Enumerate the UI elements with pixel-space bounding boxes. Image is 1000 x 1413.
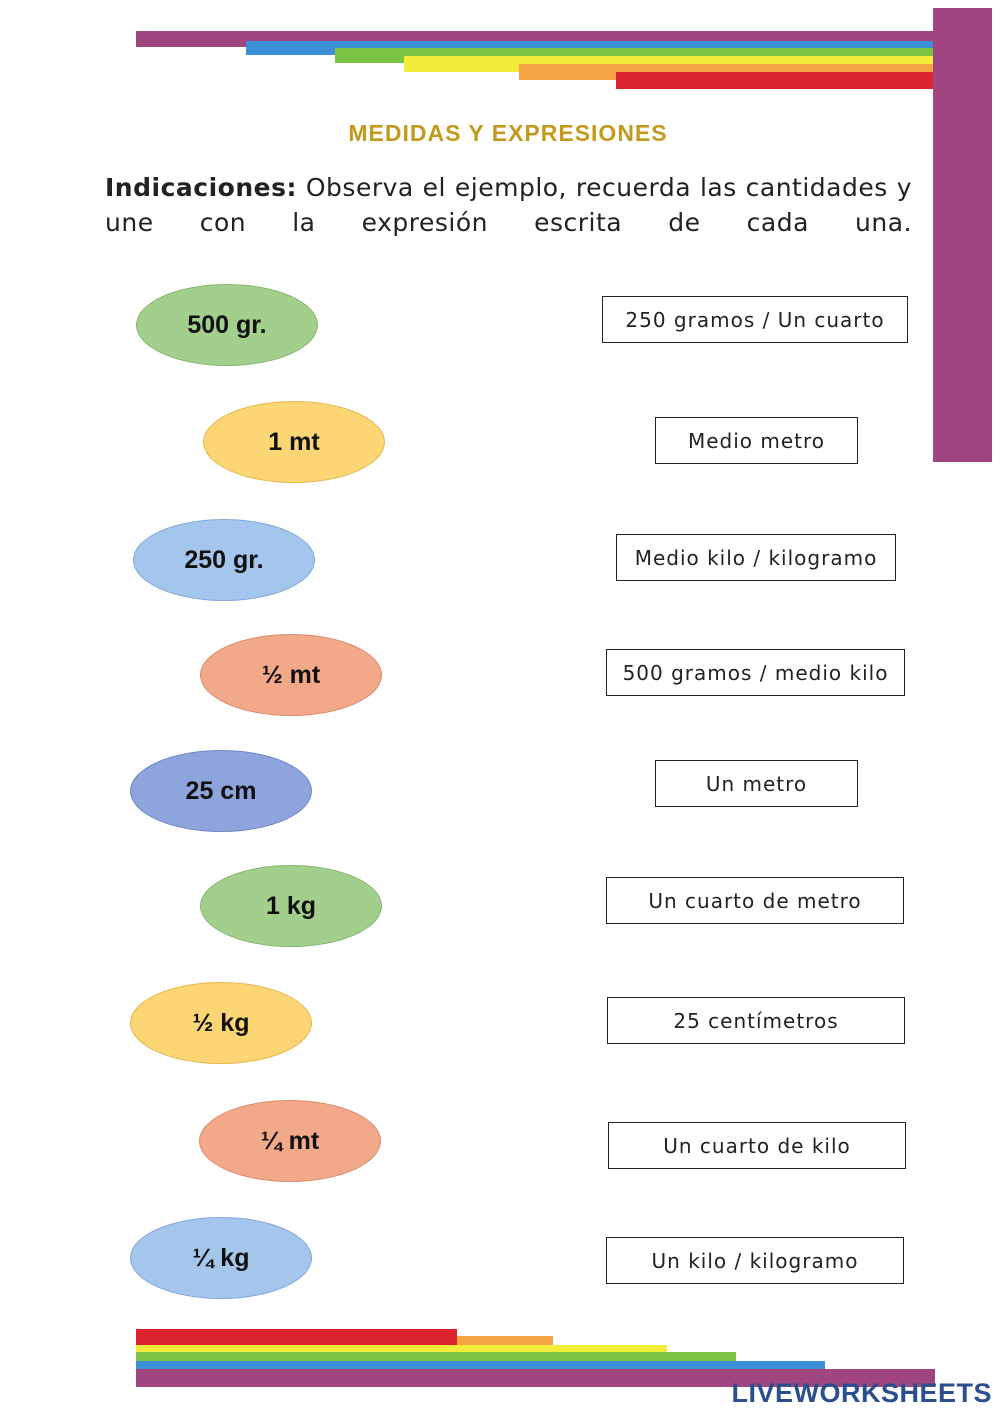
- stripe: [136, 1369, 935, 1387]
- instructions-label: Indicaciones:: [105, 173, 297, 202]
- quantity-oval[interactable]: ½ kg: [130, 982, 312, 1064]
- quantity-oval[interactable]: 1 mt: [203, 401, 385, 483]
- expression-box[interactable]: 250 gramos / Un cuarto: [602, 296, 908, 343]
- brand: LIVEWORKSHEETS: [731, 1378, 992, 1408]
- quantity-oval[interactable]: ¼ kg: [130, 1217, 312, 1299]
- stripe: [616, 72, 933, 89]
- instructions-text: Observa el ejemplo, recuerda las cantida…: [105, 173, 912, 237]
- quantity-oval[interactable]: 250 gr.: [133, 519, 315, 601]
- expression-box[interactable]: 25 centímetros: [607, 997, 905, 1044]
- quantity-oval[interactable]: 25 cm: [130, 750, 312, 832]
- quantity-oval[interactable]: 500 gr.: [136, 284, 318, 366]
- expression-box[interactable]: Un cuarto de metro: [606, 877, 904, 924]
- stripe: [933, 8, 992, 462]
- instructions: Indicaciones: Observa el ejemplo, recuer…: [105, 170, 912, 240]
- title: MEDIDAS Y EXPRESIONES: [348, 120, 668, 146]
- expression-box[interactable]: Medio metro: [655, 417, 858, 464]
- expression-box[interactable]: Un cuarto de kilo: [608, 1122, 906, 1169]
- quantity-oval[interactable]: ½ mt: [200, 634, 382, 716]
- expression-box[interactable]: 500 gramos / medio kilo: [606, 649, 905, 696]
- expression-box[interactable]: Un metro: [655, 760, 858, 807]
- stripe: [136, 1329, 457, 1345]
- expression-box[interactable]: Medio kilo / kilogramo: [616, 534, 896, 581]
- quantity-oval[interactable]: ¼ mt: [199, 1100, 381, 1182]
- expression-box[interactable]: Un kilo / kilogramo: [606, 1237, 904, 1284]
- quantity-oval[interactable]: 1 kg: [200, 865, 382, 947]
